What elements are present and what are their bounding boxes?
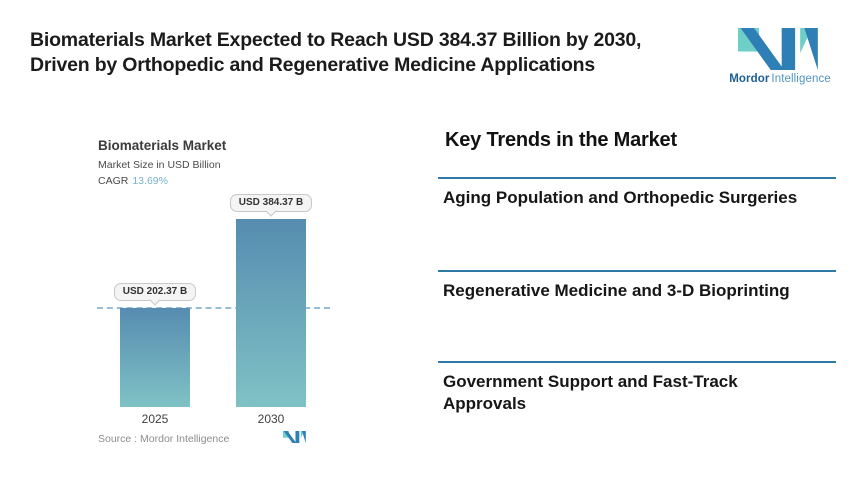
- brand-name-light: Intelligence: [771, 73, 831, 85]
- page-title: Biomaterials Market Expected to Reach US…: [30, 28, 690, 77]
- mordor-intelligence-logo-icon: [738, 28, 818, 70]
- brand-logo: Mordor Intelligence: [714, 28, 846, 85]
- bar-2025: USD 202.37 B: [113, 283, 197, 407]
- trend-divider: [438, 361, 836, 363]
- market-chart: Biomaterials Market Market Size in USD B…: [85, 130, 365, 465]
- trend-item-regenerative-medicine: Regenerative Medicine and 3-D Bioprintin…: [443, 281, 790, 300]
- chart-subtitle: Market Size in USD Billion: [98, 159, 221, 171]
- bar-2030-value-label: USD 384.37 B: [238, 197, 304, 208]
- x-axis-label-2030: 2030: [257, 412, 285, 426]
- page-title-line2: Driven by Orthopedic and Regenerative Me…: [30, 53, 596, 76]
- page-title-line1: Biomaterials Market Expected to Reach US…: [30, 29, 642, 51]
- trend-divider: [438, 177, 836, 179]
- trend-divider: [438, 270, 836, 272]
- trends-heading: Key Trends in the Market: [445, 129, 677, 151]
- chart-title: Biomaterials Market: [98, 138, 227, 153]
- bar-2030-value-badge: USD 384.37 B: [229, 194, 313, 217]
- trend-item-aging-population: Aging Population and Orthopedic Surgerie…: [443, 188, 798, 207]
- brand-wordmark: Mordor Intelligence: [714, 73, 846, 85]
- chart-source: Source : Mordor Intelligence: [98, 433, 230, 445]
- cagr-label: CAGR: [98, 175, 129, 187]
- bar-2030: USD 384.37 B: [229, 194, 313, 407]
- mordor-intelligence-mini-logo-icon: [283, 431, 306, 443]
- reference-dashed-line: [97, 307, 330, 309]
- bar-2030-rect: [236, 219, 306, 407]
- chart-cagr: CAGR 13.69%: [98, 175, 168, 187]
- trend-item-government-support: Government Support and Fast-Track Approv…: [443, 372, 738, 414]
- x-axis-label-2025: 2025: [141, 412, 169, 426]
- bar-2025-value-badge: USD 202.37 B: [113, 283, 197, 306]
- bar-2025-rect: [120, 308, 190, 407]
- brand-name-bold: Mordor: [729, 73, 770, 85]
- bar-2025-value-label: USD 202.37 B: [122, 286, 188, 297]
- cagr-value: 13.69%: [132, 175, 168, 187]
